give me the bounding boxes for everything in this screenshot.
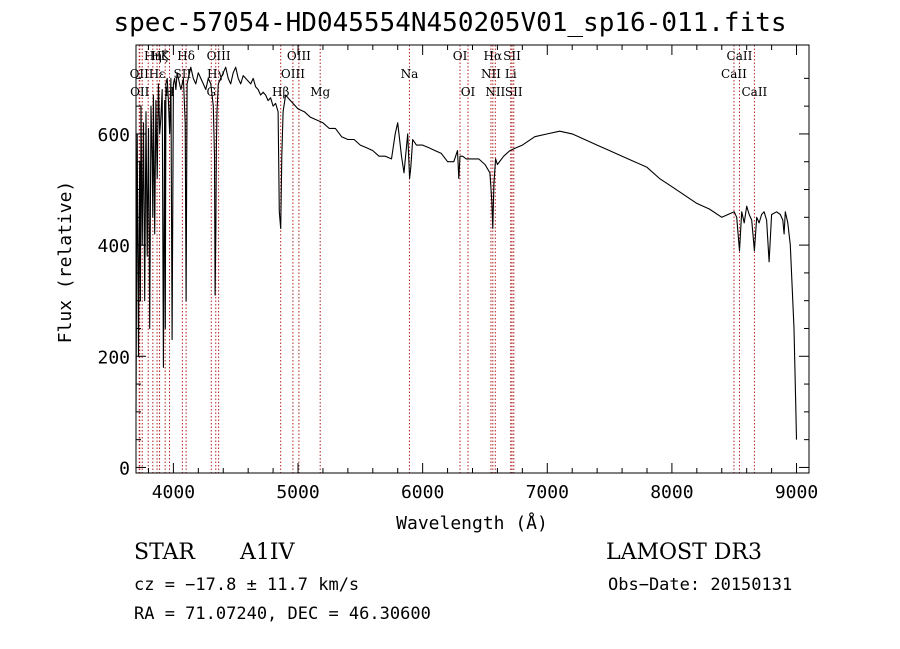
line-marker-label: Hζ [151,49,168,63]
y-tick-label: 600 [97,125,130,146]
line-marker-label: Hγ [207,67,225,81]
line-marker-label: OIII [207,49,231,63]
spectrum-line [135,66,798,440]
line-marker-label: Hε [149,67,166,81]
line-marker-label: K [161,49,171,63]
line-marker-label: Hα [484,49,503,63]
observation-date: Obs−Date: 20150131 [608,575,793,595]
object-class: STAR [134,540,195,565]
line-marker-label: CaII [721,67,747,81]
line-marker-label: SII [503,49,521,63]
line-marker-label: OI [461,85,476,99]
chart-title: spec-57054-HD045554N450205V01_sp16-011.f… [113,8,787,38]
line-marker-label: NII [481,67,501,81]
spectrum-series [135,66,798,440]
line-marker-label: NII [485,85,505,99]
line-markers [138,45,755,473]
x-tick-label: 4000 [152,482,195,503]
object-subclass: A1IV [240,540,295,565]
line-marker-label: OII [130,85,150,99]
line-marker-label: Hη [144,49,162,63]
coordinates: RA = 71.07240, DEC = 46.30600 [134,604,431,624]
y-axis-ticks: 0 200 400 600 [97,77,809,479]
line-marker-label: SII [505,85,523,99]
line-marker-label: OIII [287,49,311,63]
line-marker-label: Mg [310,85,330,99]
x-tick-label: 9000 [775,482,818,503]
survey-name: LAMOST DR3 [606,540,762,565]
x-axis-label: Wavelength (Å) [396,512,548,534]
line-marker-labels: OIIOIIHηHεHζKHSIIHδGHγOIIIHβOIIIOIIIMgNa… [130,49,768,99]
line-marker-label: Li [505,67,517,81]
x-tick-label: 5000 [276,482,319,503]
line-marker-label: H [164,85,174,99]
line-marker-label: OI [453,49,468,63]
y-tick-label: 0 [119,458,130,479]
y-tick-label: 200 [97,347,130,368]
line-marker-label: Hδ [177,49,195,63]
line-marker-label: OII [130,67,150,81]
line-marker-label: CaII [727,49,753,63]
plot-frame [135,44,810,474]
x-tick-label: 6000 [401,482,444,503]
line-marker-label: CaII [741,85,767,99]
redshift-value: cz = −17.8 ± 11.7 km/s [134,575,360,595]
x-tick-label: 8000 [650,482,693,503]
y-axis-label: Flux (relative) [55,181,76,344]
x-axis-ticks: 4000 5000 6000 7000 8000 9000 [147,45,818,503]
line-marker-label: OIII [281,67,305,81]
y-tick-label: 400 [97,236,130,257]
line-marker-label: Na [401,67,419,81]
x-tick-label: 7000 [526,482,569,503]
